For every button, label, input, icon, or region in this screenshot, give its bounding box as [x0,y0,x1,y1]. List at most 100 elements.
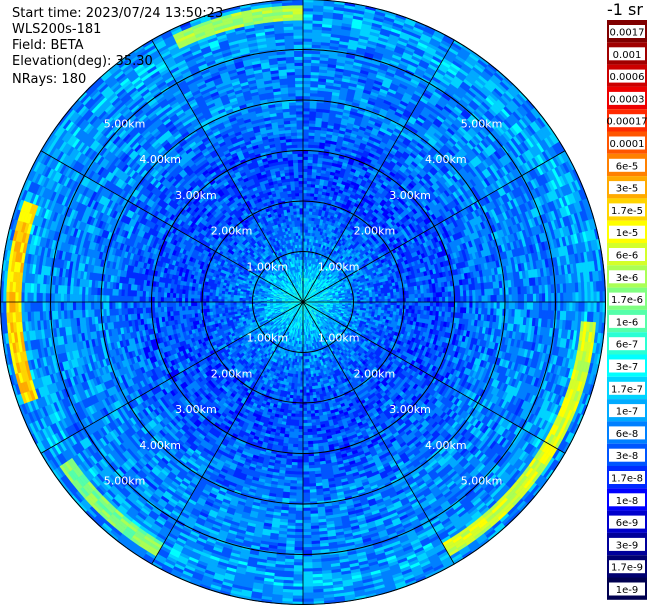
range-gate-cell [423,293,428,299]
range-gate-cell [393,295,398,300]
range-gate-cell [393,298,398,303]
range-gate-cell [360,297,364,301]
range-gate-cell [302,222,306,227]
range-gate-cell [432,301,437,307]
range-gate-cell [302,104,311,109]
range-gate-cell [414,293,419,299]
range-gate-cell [378,304,382,308]
range-gate-cell [302,22,313,27]
range-gate-cell [372,296,376,300]
range-gate-cell [569,292,573,303]
range-gate-cell [566,292,570,303]
range-gate-cell [523,301,528,311]
range-gate-cell [423,301,428,307]
range-gate-cell [526,301,531,311]
range-gate-cell [396,294,401,299]
range-gate-cell [541,293,546,303]
range-gate-cell [417,301,422,307]
range-gate-cell [420,293,425,299]
range-gate-cell [459,290,464,297]
range-gate-cell [378,299,383,303]
range-gate-cell [399,291,403,296]
range-gate-cell [405,308,410,314]
range-gate-cell [302,126,310,130]
range-gate-cell [309,92,318,97]
range-gate-cell [505,301,510,310]
range-gate-cell [309,208,314,212]
range-gate-cell [308,144,315,149]
range-gate-cell [557,301,561,312]
range-gate-cell [302,41,313,45]
range-gate-cell [372,304,376,308]
range-gate-cell [472,307,476,315]
range-gate-cell [560,292,564,303]
range-gate-cell [302,0,314,3]
range-gate-cell [435,301,440,308]
range-gate-cell [405,294,410,299]
range-gate-cell [417,305,422,311]
range-gate-cell [302,153,309,157]
range-gate-cell [584,291,589,303]
range-gate-cell [384,295,389,300]
range-gate-cell [309,104,317,109]
range-gate-cell [302,132,310,136]
range-gate-cell [302,138,309,142]
range-gate-cell [390,298,395,303]
range-gate-cell [302,156,309,160]
range-gate-cell [308,132,316,137]
range-gate-cell [493,294,498,303]
range-gate-cell [551,292,555,303]
range-gate-cell [462,290,467,297]
range-gate-cell [302,171,308,176]
range-gate-cell [560,301,564,312]
range-gate-cell [456,307,461,314]
range-gate-cell [475,289,479,297]
range-gate-cell [302,53,312,57]
range-gate-cell [481,289,485,297]
range-gate-cell [596,291,601,303]
range-gate-cell [411,293,416,299]
range-gate-cell [496,288,501,296]
range-gate-cell [302,162,309,166]
range-gate-cell [484,308,488,316]
range-gate-cell [520,301,525,310]
range-gate-cell [306,195,311,200]
range-gate-cell [302,56,312,60]
range-gate-cell [381,293,385,297]
range-gate-cell [508,294,513,303]
range-gate-cell [405,298,410,303]
range-gate-cell [302,38,313,42]
range-gate-cell [514,294,519,303]
range-gate-cell [302,35,313,39]
range-gate-cell [302,110,310,115]
range-gate-cell [447,306,452,313]
range-gate-cell [523,293,528,303]
range-gate-cell [569,301,573,312]
range-gate-cell [302,32,313,36]
range-gate-cell [302,195,307,200]
range-gate-cell [535,301,540,311]
range-gate-cell [481,301,486,309]
range-gate-cell [535,293,540,303]
range-gate-cell [302,144,309,148]
range-gate-cell [475,301,479,309]
range-gate-cell [599,301,604,313]
range-gate-cell [411,297,416,303]
range-gate-cell [438,306,443,312]
range-gate-cell [396,305,401,310]
range-gate-cell [377,290,382,295]
range-gate-cell [302,13,314,18]
range-gate-cell [575,292,579,303]
range-gate-cell [460,301,464,308]
range-gate-cell [563,292,567,303]
range-gate-cell [302,116,310,121]
range-gate-cell [432,306,437,312]
range-gate-cell [305,229,309,233]
range-gate-cell [423,297,428,303]
range-gate-cell [302,16,314,21]
range-gate-cell [308,214,313,218]
range-gate-cell [305,207,310,212]
range-gate-cell [302,192,308,197]
range-gate-cell [423,305,428,311]
range-gate-cell [302,77,312,82]
